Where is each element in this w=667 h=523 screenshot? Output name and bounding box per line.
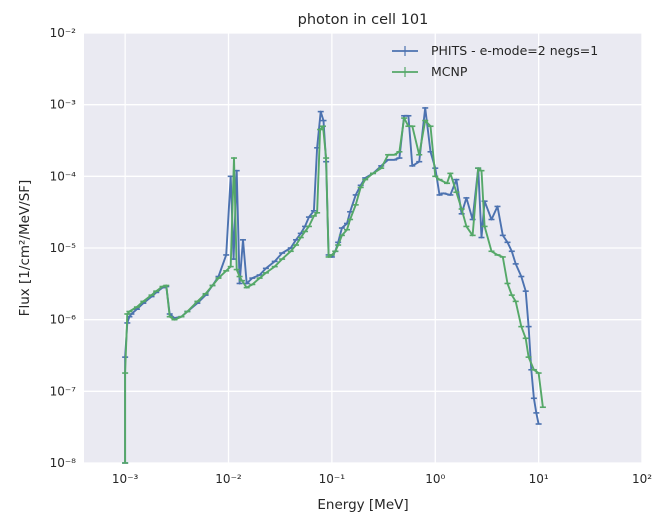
legend-label-mcnp: MCNP (431, 64, 468, 79)
y-tick-label: 10⁻⁴ (50, 169, 77, 183)
x-tick-label: 10⁻³ (112, 472, 139, 486)
legend: PHITS - e-mode=2 negs=1 MCNP (392, 43, 598, 79)
x-tick-label: 10⁻¹ (319, 472, 346, 486)
grid (84, 32, 643, 464)
x-axis-label: Energy [MeV] (317, 497, 408, 513)
x-tick-label: 10¹ (529, 472, 549, 486)
y-tick-label: 10⁻⁸ (50, 456, 77, 470)
y-tick-label: 10⁻⁶ (50, 313, 77, 327)
series-mcnp (122, 117, 546, 464)
y-axis-label: Flux [1/cm²/MeV/SF] (17, 180, 33, 317)
x-tick-label: 10⁰ (425, 472, 445, 486)
y-tick-label: 10⁻⁵ (50, 241, 77, 255)
y-tick-label: 10⁻³ (50, 98, 77, 112)
series-layer (122, 106, 546, 464)
legend-label-phits: PHITS - e-mode=2 negs=1 (431, 43, 598, 58)
legend-entry-phits: PHITS - e-mode=2 negs=1 (392, 43, 598, 58)
chart-title: photon in cell 101 (298, 12, 429, 28)
y-tick-label: 10⁻² (50, 26, 77, 40)
x-tick-label: 10⁻² (215, 472, 242, 486)
legend-entry-mcnp: MCNP (392, 64, 468, 79)
x-tick-label: 10² (632, 472, 652, 486)
y-tick-label: 10⁻⁷ (50, 384, 77, 398)
tick-labels: 10⁻³ 10⁻² 10⁻¹ 10⁰ 10¹ 10² 10⁻⁸ 10⁻⁷ 10⁻⁶ 10⁻⁵ 10⁻… (50, 26, 653, 486)
